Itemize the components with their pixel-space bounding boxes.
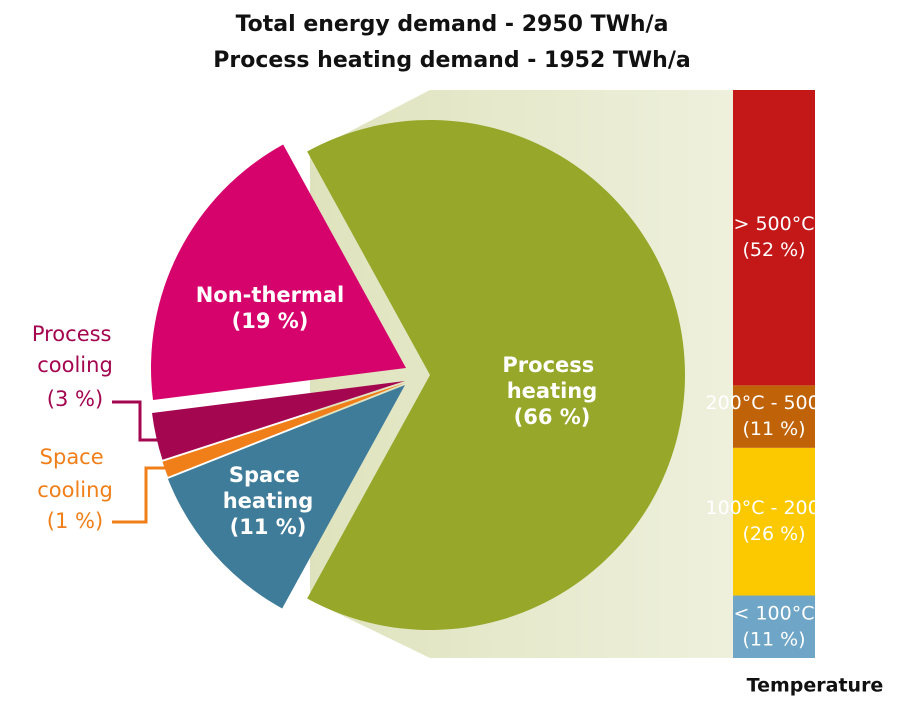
leader-line (112, 400, 165, 442)
chart-title: Total energy demand - 2950 TWh/a (236, 12, 669, 37)
segment-value-label: (11 %) (742, 418, 805, 440)
pie-slice (151, 144, 406, 400)
callout-label: Space cooling (37, 445, 113, 502)
pie-slice (167, 385, 405, 609)
slice-label: Process heating (502, 353, 601, 403)
segment-value-label: (26 %) (742, 523, 805, 545)
segment-label: 200°C - 500°C (706, 392, 843, 414)
bar-segment (733, 385, 815, 448)
pie-slice (152, 381, 405, 460)
bar-segment (733, 447, 815, 596)
segment-value-label: (11 %) (742, 628, 805, 650)
pie-slice (307, 120, 685, 630)
segment-label: > 500°C (734, 213, 815, 235)
pie-slice (162, 383, 405, 477)
slice-label: Space heating (223, 463, 314, 513)
segment-value-label: (52 %) (742, 239, 805, 261)
leader-line (112, 466, 176, 524)
slice-value-label: (66 %) (514, 405, 591, 429)
slice-value-label: (11 %) (230, 515, 307, 539)
callout-label: Process cooling (32, 322, 118, 377)
callout-value-label: (3 %) (47, 387, 103, 411)
segment-label: < 100°C (734, 602, 815, 624)
x-axis-label: Temperature (747, 675, 884, 697)
slice-label: Non-thermal (196, 283, 345, 307)
bar-segment (733, 90, 815, 386)
slice-value-label: (19 %) (232, 309, 309, 333)
segment-label: 100°C - 200°C (706, 497, 843, 519)
chart-subtitle: Process heating demand - 1952 TWh/a (213, 48, 690, 73)
bar-segment (733, 595, 815, 658)
callout-value-label: (1 %) (47, 509, 103, 533)
